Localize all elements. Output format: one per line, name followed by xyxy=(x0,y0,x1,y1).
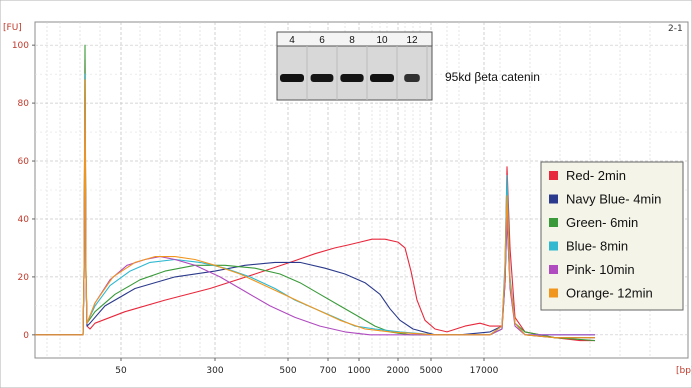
y-axis: 0 20 40 60 80 100 xyxy=(12,41,35,341)
legend-swatch xyxy=(549,241,558,251)
lane-label: 12 xyxy=(406,35,418,46)
legend-swatch xyxy=(549,194,558,204)
x-tick-label: 300 xyxy=(206,366,223,376)
legend-entry: Blue- 8min xyxy=(566,239,628,254)
legend-swatch xyxy=(549,171,558,180)
x-tick-label: 1000 xyxy=(348,366,371,376)
legend-entry: Orange- 12min xyxy=(566,286,653,301)
blot-band xyxy=(370,74,394,82)
x-unit-label: [bp] xyxy=(676,366,692,376)
blot-band xyxy=(310,74,334,82)
lane-label: 4 xyxy=(289,35,295,46)
legend-swatch xyxy=(549,265,558,274)
legend-entry: Pink- 10min xyxy=(566,262,635,277)
x-tick-label: 700 xyxy=(319,366,336,376)
legend: Red- 2min Navy Blue- 4min Green- 6min Blue-… xyxy=(540,161,684,311)
blot-band xyxy=(404,74,420,82)
legend-entry: Navy Blue- 4min xyxy=(566,192,661,207)
lane-label: 6 xyxy=(319,35,325,46)
blot-band xyxy=(280,74,304,82)
y-tick-label: 60 xyxy=(18,157,30,167)
legend-entry: Red- 2min xyxy=(566,168,626,183)
x-tick-label: 2000 xyxy=(387,366,410,376)
x-tick-label: 500 xyxy=(279,366,296,376)
y-tick-label: 100 xyxy=(12,41,29,51)
y-unit-label: [FU] xyxy=(3,23,22,33)
lane-label: 8 xyxy=(349,35,355,46)
legend-swatch xyxy=(549,218,558,227)
series-line-6 xyxy=(35,79,595,339)
y-tick-label: 40 xyxy=(18,215,30,225)
y-tick-label: 0 xyxy=(23,331,29,341)
legend-swatch xyxy=(549,288,558,298)
x-tick-label: 50 xyxy=(115,366,127,376)
x-tick-label: 5000 xyxy=(420,366,443,376)
legend-entry: Green- 6min xyxy=(566,215,638,230)
lane-label: 10 xyxy=(376,35,388,46)
western-blot-inset: 4 6 8 10 12 95kd βeta catenin xyxy=(276,31,540,101)
y-tick-label: 20 xyxy=(18,273,30,283)
lane-header xyxy=(276,31,433,47)
x-tick-label: 17000 xyxy=(470,366,499,376)
legend-box xyxy=(540,161,684,311)
blot-protein-label: 95kd βeta catenin xyxy=(445,70,540,84)
panel-id-label: 2-1 xyxy=(668,24,683,34)
x-axis: 50 300 500 700 1000 2000 5000 17000 xyxy=(115,358,499,376)
blot-band xyxy=(340,74,364,82)
series-lines xyxy=(35,44,596,342)
y-tick-label: 80 xyxy=(18,99,30,109)
